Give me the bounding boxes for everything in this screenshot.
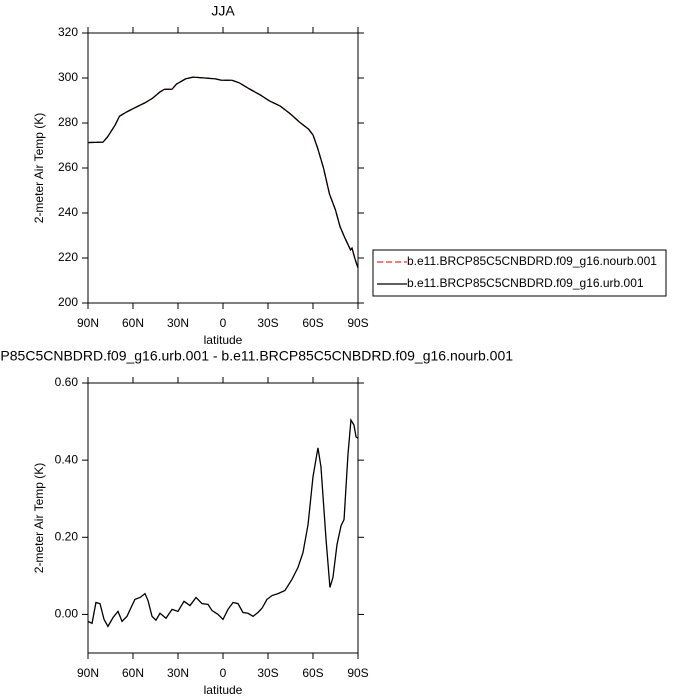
x-axis-label: latitude: [204, 683, 243, 697]
data-line: [87, 76, 359, 269]
y-tick-label: 260: [58, 160, 78, 174]
y-tick-label: 0.20: [55, 529, 79, 543]
data-line: [87, 417, 359, 628]
legend-label: b.e11.BRCP85C5CNBDRD.f09_g16.nourb.001: [407, 254, 657, 268]
x-tick-label: 0: [220, 316, 227, 330]
x-axis-label: latitude: [204, 333, 243, 347]
y-tick-label: 0.40: [55, 452, 79, 466]
data-line: [87, 76, 359, 269]
y-tick-label: 0.60: [55, 375, 79, 389]
x-tick-label: 90N: [77, 666, 99, 680]
y-axis-label: 2-meter Air Temp (K): [32, 113, 46, 223]
y-tick-label: 320: [58, 25, 78, 39]
x-tick-label: 0: [220, 666, 227, 680]
x-tick-label: 90S: [347, 666, 368, 680]
chart-title: b.e11.BRCP85C5CNBDRD.f09_g16.urb.001 - b…: [0, 348, 513, 364]
y-tick-label: 300: [58, 70, 78, 84]
x-tick-label: 30S: [257, 666, 278, 680]
chart-title: JJA: [211, 3, 235, 19]
y-tick-label: 280: [58, 115, 78, 129]
y-tick-label: 240: [58, 205, 78, 219]
x-tick-label: 90N: [77, 316, 99, 330]
y-axis-label: 2-meter Air Temp (K): [32, 463, 46, 573]
x-tick-label: 30S: [257, 316, 278, 330]
x-tick-label: 90S: [347, 316, 368, 330]
x-tick-label: 30N: [167, 666, 189, 680]
x-tick-label: 60N: [122, 316, 144, 330]
x-tick-label: 60S: [302, 666, 323, 680]
y-tick-label: 0.00: [55, 607, 79, 621]
x-tick-label: 60N: [122, 666, 144, 680]
x-tick-label: 60S: [302, 316, 323, 330]
x-tick-label: 30N: [167, 316, 189, 330]
legend-label: b.e11.BRCP85C5CNBDRD.f09_g16.urb.001: [407, 276, 644, 290]
plot-frame: [87, 32, 359, 304]
y-tick-label: 200: [58, 295, 78, 309]
y-tick-label: 220: [58, 250, 78, 264]
legend-box: [372, 249, 667, 297]
